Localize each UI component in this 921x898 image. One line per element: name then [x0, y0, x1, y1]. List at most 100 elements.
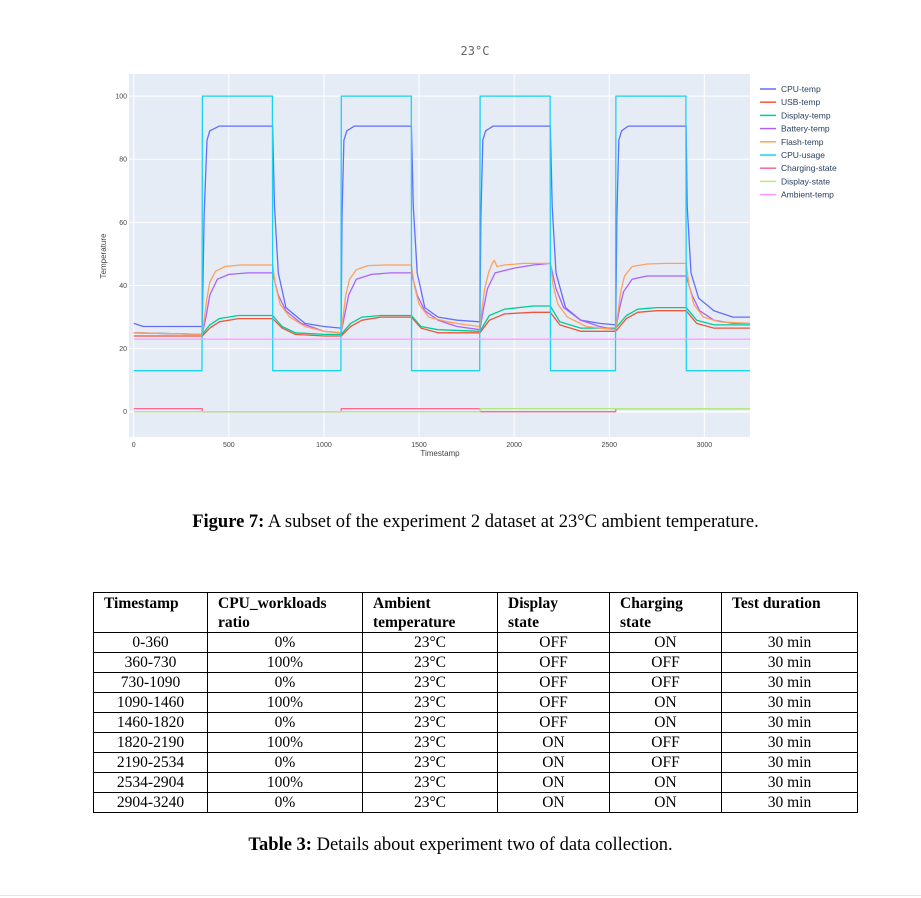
- table-row: 730-1090 0% 23°C OFF OFF 30 min: [93, 672, 858, 693]
- table-cell: 2190-2534: [93, 752, 208, 773]
- table-row: 360-730 100% 23°C OFF OFF 30 min: [93, 652, 858, 673]
- legend-entry: USB-temp: [781, 97, 820, 107]
- table-cell: 30 min: [721, 672, 858, 693]
- table-cell: 23°C: [362, 652, 498, 673]
- figure-caption-text: A subset of the experiment 2 dataset at …: [264, 512, 759, 532]
- table-cell: 23°C: [362, 712, 498, 733]
- experiment-table: Timestamp CPU_workloads ratio Ambient temp…: [93, 592, 858, 813]
- table-cell: OFF: [497, 712, 610, 733]
- series-line-cpu-usage: [133, 95, 750, 372]
- table-cell: 100%: [207, 652, 363, 673]
- table-cell: ON: [497, 752, 610, 773]
- y-axis-ticks: 0 20 40 60 80 100: [115, 94, 127, 417]
- y-tick-label: 0: [123, 409, 127, 416]
- table-caption: Table 3: Details about experiment two of…: [0, 835, 921, 856]
- page-bottom-rule: [0, 895, 921, 896]
- table-cell: ON: [609, 772, 722, 793]
- y-axis-label: Temperature: [99, 233, 108, 278]
- legend-entry: Ambient-temp: [781, 190, 834, 200]
- table-cell: 2904-3240: [93, 792, 208, 813]
- table-row: 1460-1820 0% 23°C OFF ON 30 min: [93, 712, 858, 733]
- table-cell: 23°C: [362, 632, 498, 653]
- header-test-duration: Test duration: [721, 592, 858, 633]
- legend-entry: CPU-temp: [781, 84, 821, 94]
- table-cell: 23°C: [362, 692, 498, 713]
- x-tick-label: 500: [223, 442, 235, 449]
- table-cell: OFF: [497, 652, 610, 673]
- table-cell: 0%: [207, 792, 363, 813]
- x-tick-label: 0: [132, 442, 136, 449]
- y-tick-label: 40: [119, 283, 127, 290]
- table-cell: OFF: [609, 672, 722, 693]
- x-tick-label: 2500: [601, 442, 617, 449]
- table-cell: ON: [609, 792, 722, 813]
- legend-entry: Display-state: [781, 176, 830, 186]
- table-cell: OFF: [609, 732, 722, 753]
- table-cell: 1090-1460: [93, 692, 208, 713]
- series-line-charging-state: [133, 407, 750, 413]
- table-row: 2534-2904 100% 23°C ON ON 30 min: [93, 772, 858, 793]
- table-cell: 30 min: [721, 632, 858, 653]
- table-cell: 100%: [207, 732, 363, 753]
- table-cell: 30 min: [721, 692, 858, 713]
- legend-entry: Display-temp: [781, 110, 831, 120]
- plot-area: [129, 74, 750, 437]
- x-axis-label: Timestamp: [420, 449, 460, 458]
- y-tick-label: 80: [119, 157, 127, 164]
- x-axis-ticks: 0 500 1000 1500 2000 2500 3000: [132, 442, 712, 449]
- legend-entry: Flash-temp: [781, 137, 824, 147]
- x-tick-label: 1500: [411, 442, 427, 449]
- table-cell: 100%: [207, 772, 363, 793]
- table-cell: 30 min: [721, 752, 858, 773]
- table-cell: ON: [497, 792, 610, 813]
- table-body: 0-360 0% 23°C OFF ON 30 min 360-730 100% 23°C OFF…: [93, 632, 858, 813]
- chart-title: 23°C: [461, 44, 490, 58]
- table-cell: ON: [609, 712, 722, 733]
- table-cell: 23°C: [362, 732, 498, 753]
- table-row: 2904-3240 0% 23°C ON ON 30 min: [93, 792, 858, 813]
- y-tick-label: 60: [119, 220, 127, 227]
- series-line-flash-temp: [133, 259, 751, 336]
- table-header-row: Timestamp CPU_workloads ratio Ambient temp…: [93, 592, 858, 633]
- table-cell: 0-360: [93, 632, 208, 653]
- table-row: 1090-1460 100% 23°C OFF ON 30 min: [93, 692, 858, 713]
- table-cell: 30 min: [721, 732, 858, 753]
- legend-entry: Charging-state: [781, 163, 837, 173]
- table-cell: 1460-1820: [93, 712, 208, 733]
- table-cell: OFF: [497, 632, 610, 653]
- table-row: 0-360 0% 23°C OFF ON 30 min: [93, 632, 858, 653]
- table-cell: 30 min: [721, 772, 858, 793]
- table-cell: OFF: [497, 672, 610, 693]
- table-cell: 23°C: [362, 792, 498, 813]
- table-cell: 30 min: [721, 652, 858, 673]
- table-cell: 0%: [207, 752, 363, 773]
- table-cell: 0%: [207, 672, 363, 693]
- table-cell: 730-1090: [93, 672, 208, 693]
- x-tick-label: 2000: [506, 442, 522, 449]
- legend-entry: CPU-usage: [781, 150, 825, 160]
- header-display-state: Display state: [497, 592, 610, 633]
- table-cell: 23°C: [362, 772, 498, 793]
- table-cell: ON: [609, 632, 722, 653]
- y-tick-label: 20: [119, 346, 127, 353]
- table-row: 1820-2190 100% 23°C ON OFF 30 min: [93, 732, 858, 753]
- figure-7-chart: 23°C 0 500 1000 1500 2000 2500 3000 0 20 40 60 80 1…: [99, 44, 837, 458]
- table-cell: 100%: [207, 692, 363, 713]
- table-cell: 360-730: [93, 652, 208, 673]
- table-cell: 0%: [207, 632, 363, 653]
- table-caption-label: Table 3:: [248, 835, 312, 855]
- header-ambient-temperature: Ambient temperature: [362, 592, 498, 633]
- table-cell: ON: [609, 692, 722, 713]
- table-cell: 1820-2190: [93, 732, 208, 753]
- figure-caption: Figure 7: A subset of the experiment 2 d…: [15, 512, 921, 533]
- table-cell: OFF: [609, 752, 722, 773]
- table-cell: OFF: [609, 652, 722, 673]
- table-cell: 30 min: [721, 792, 858, 813]
- x-tick-label: 3000: [697, 442, 713, 449]
- table-row: 2190-2534 0% 23°C ON OFF 30 min: [93, 752, 858, 773]
- table-cell: 0%: [207, 712, 363, 733]
- table-cell: ON: [497, 772, 610, 793]
- legend-entry: Battery-temp: [781, 124, 830, 134]
- header-cpu-workloads: CPU_workloads ratio: [207, 592, 363, 633]
- x-tick-label: 1000: [316, 442, 332, 449]
